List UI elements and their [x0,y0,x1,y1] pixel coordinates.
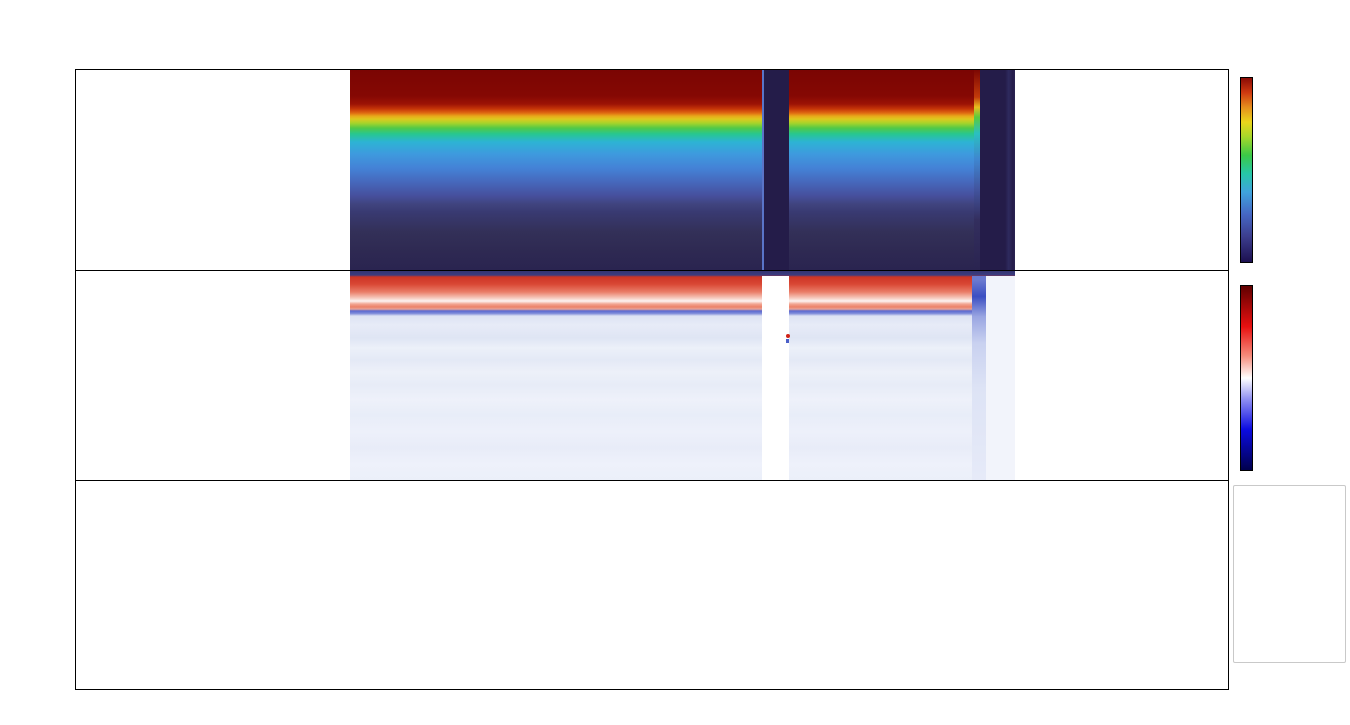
stokes-v-colorbar-label [1301,258,1319,498]
stokes-iv-ylabel [8,465,26,705]
stokes-v-ylabel [8,255,26,495]
stokes-i-heatmap [350,69,1015,270]
stokes-v-edge-streaks [972,276,986,480]
stokes-i-ylabel [8,50,26,290]
stokes-i-colorbar [1240,77,1253,263]
stokes-i-calibration-edge [974,69,980,270]
stokes-iv-line-plot [75,480,1228,689]
stokes-v-data-gap [762,276,789,480]
stokes-i-data-gap [762,69,789,270]
stokes-v-attenuated-band [986,276,1015,480]
stokes-i-attenuated-band [980,69,1015,270]
stokes-v-colorbar [1240,285,1253,471]
stokes-i-colorbar-label [1301,50,1319,290]
stokes-v-heatmap [350,270,1015,480]
stokes-v-point-feature-blue [786,339,789,343]
frequency-legend [1233,485,1346,663]
stokes-v-point-feature [786,334,790,338]
